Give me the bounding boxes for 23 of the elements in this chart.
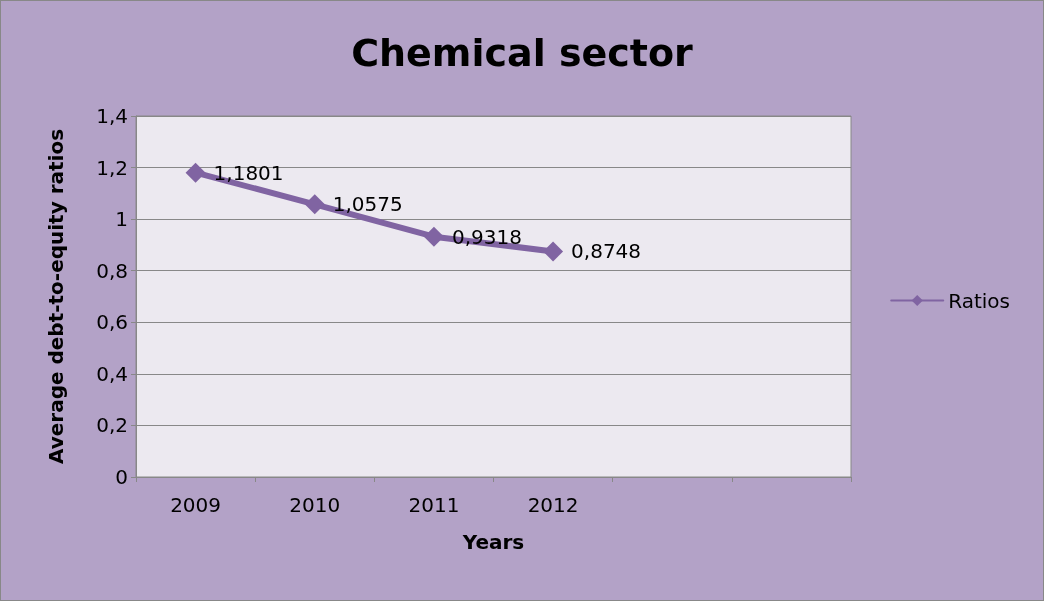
y-tick-label: 0 [115,465,128,489]
x-tick-label: 2011 [408,493,460,517]
y-tick-label: 1,4 [96,104,128,128]
chart-title: Chemical sector [351,31,694,75]
data-label: 1,0575 [332,192,403,217]
legend-label: Ratios [948,288,1011,313]
x-tick-label: 2012 [527,493,579,517]
x-tick-label: 2010 [289,493,341,517]
y-tick-label: 0,8 [96,258,128,283]
y-tick-label: 0,4 [96,361,128,386]
data-label: 1,1801 [213,160,284,185]
point [543,241,564,262]
point [304,194,325,215]
x-tick-label: 2009 [170,493,222,517]
point [185,162,206,183]
y-axis-title: Average debt-to-equity ratios [44,128,68,465]
x-axis-title: Years [461,530,525,554]
point [423,226,444,247]
y-tick-label: 0,6 [96,310,128,335]
y-tick-label: 1,2 [96,155,128,180]
y-tick-label: 1 [115,207,128,232]
data-label: 0,8748 [571,239,642,264]
y-tick-label: 0,2 [96,413,128,438]
